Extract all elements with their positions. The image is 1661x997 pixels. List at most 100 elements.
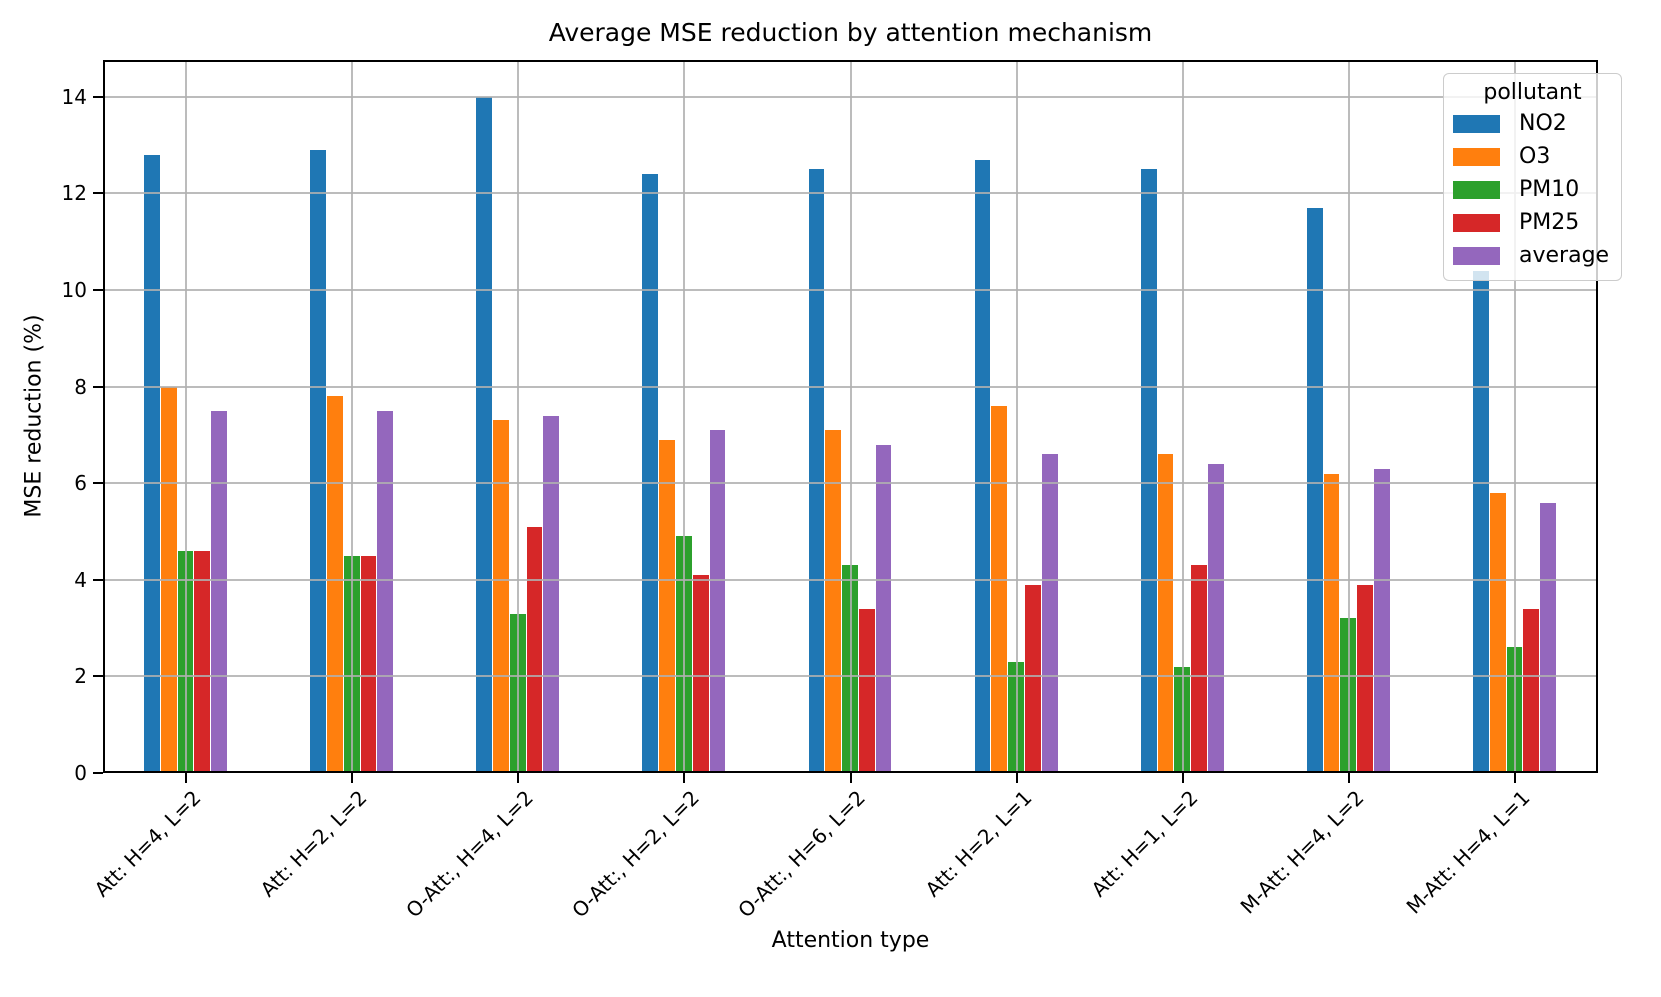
bar-O3 [160,386,177,773]
bars-layer [103,60,1598,773]
bar-average [211,410,228,773]
bar-PM25 [1523,608,1540,773]
legend-entry-PM10: PM10 [1444,173,1621,206]
y-tick-mark [93,772,103,774]
x-tick-label: Att: H=4, L=2 [89,785,206,902]
bar-average [1540,502,1556,773]
x-axis-label: Attention type [771,928,930,953]
bar-NO2 [144,154,160,773]
legend-entry-NO2: NO2 [1444,107,1621,140]
y-tick-mark [93,482,103,485]
bar-average [1041,454,1058,773]
bar-NO2 [476,96,493,773]
bar-NO2 [974,159,991,773]
bar-O3 [1489,492,1506,773]
bar-PM10 [1008,661,1024,773]
bar-average [1374,468,1390,773]
y-tick-mark [93,192,103,195]
y-tick-label: 2 [74,664,87,689]
x-tick-label: Att: H=2, L=1 [920,785,1037,902]
y-tick-mark [93,675,103,678]
bar-NO2 [1140,169,1157,773]
y-tick-label: 6 [74,471,87,496]
bar-PM25 [194,550,211,773]
y-tick-label: 4 [74,567,87,592]
legend-label-PM25: PM25 [1519,209,1580,235]
bar-average [1207,463,1224,773]
bar-NO2 [1306,207,1323,773]
legend-swatch-PM25 [1453,213,1500,232]
legend-title: pollutant [1483,80,1582,105]
y-tick-mark [93,578,103,581]
bar-PM10 [177,550,194,773]
y-tick-mark [93,95,103,98]
x-tick-mark [1181,773,1184,783]
bar-O3 [1323,473,1340,773]
x-tick-mark [185,773,188,783]
y-tick-mark [93,288,103,291]
legend-label-average: average [1519,242,1610,268]
bar-PM10 [1174,666,1191,773]
legend-label-NO2: NO2 [1519,110,1567,136]
x-tick-mark [1513,773,1516,783]
y-tick-label: 10 [61,277,87,302]
legend-swatch-PM10 [1453,180,1500,199]
bar-O3 [1157,454,1174,773]
x-tick-label: O-Att:, H=4, L=2 [401,785,538,923]
chart-title: Average MSE reduction by attention mecha… [548,18,1153,47]
bar-PM25 [692,574,709,773]
x-tick-label: O-Att:, H=6, L=2 [733,785,871,923]
x-tick-label: Att: H=2, L=2 [255,785,372,902]
bar-PM25 [1025,584,1041,773]
x-tick-mark [1347,773,1350,783]
bar-PM25 [360,555,377,773]
bar-average [543,415,560,773]
y-tick-mark [93,385,103,388]
x-tick-label: O-Att:, H=2, L=2 [567,785,704,923]
bar-PM10 [343,555,360,773]
bar-average [377,410,394,773]
y-tick-label: 8 [74,374,87,399]
legend-entry-O3: O3 [1444,140,1621,173]
bar-PM10 [1506,647,1523,773]
bar-O3 [659,439,675,773]
bar-PM10 [509,613,526,773]
bar-average [875,444,892,773]
x-tick-label: M-Att: H=4, L=2 [1235,785,1369,919]
y-tick-label: 12 [61,181,87,206]
bar-NO2 [310,149,326,773]
x-tick-mark [351,773,354,783]
y-tick-label: 0 [74,761,87,785]
bar-PM10 [675,536,692,773]
bar-PM10 [842,565,858,773]
bar-O3 [326,396,343,773]
x-tick-label: Att: H=1, L=2 [1086,785,1203,902]
bar-O3 [825,430,842,773]
legend-swatch-NO2 [1453,114,1500,133]
bar-PM10 [1340,618,1357,773]
bar-NO2 [1472,270,1489,773]
plot-area [103,60,1598,773]
legend-swatch-O3 [1453,147,1500,166]
x-tick-mark [849,773,852,783]
bar-NO2 [808,169,825,773]
bar-O3 [493,420,509,773]
legend-label-PM10: PM10 [1519,176,1580,202]
bar-PM25 [858,608,875,773]
legend-entries: NO2 O3 PM10 PM25 average [1444,107,1621,272]
bar-NO2 [642,174,659,773]
bar-PM25 [1357,584,1374,773]
legend: pollutant NO2 O3 PM10 PM25 average [1443,73,1622,281]
bar-O3 [991,405,1008,773]
legend-label-O3: O3 [1519,143,1551,169]
legend-entry-average: average [1444,239,1621,272]
legend-entry-PM25: PM25 [1444,206,1621,239]
y-tick-label: 14 [61,84,87,109]
bar-PM25 [1191,565,1207,773]
x-tick-mark [683,773,686,783]
x-tick-mark [1015,773,1018,783]
bar-PM25 [526,526,543,773]
legend-swatch-average [1453,246,1500,265]
x-tick-mark [517,773,520,783]
